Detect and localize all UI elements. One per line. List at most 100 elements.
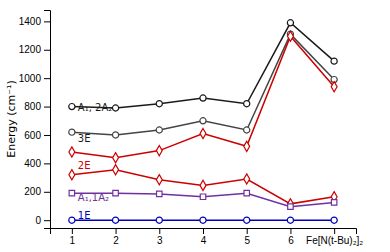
plot: 0 200 400 600 800 1000 1200 1400 1 2 3 4 5 6 Fe[N(t-Bu… (19, 11, 364, 247)
marker (287, 31, 293, 41)
marker (200, 128, 206, 138)
marker (156, 101, 162, 107)
marker (331, 58, 337, 64)
marker (112, 132, 118, 138)
y-axis-title: Energy (cm⁻¹) (5, 80, 18, 158)
marker (112, 105, 118, 111)
y-tick-label: 1200 (19, 44, 42, 55)
x-axis-line (51, 229, 357, 235)
y-tick: 200 (24, 186, 50, 197)
marker (331, 217, 337, 223)
x-tick-mark (247, 228, 248, 234)
marker (200, 118, 206, 124)
marker (244, 127, 250, 133)
x-axis: 1 2 3 4 5 6 Fe[N(t-Bu)₂]₂ (51, 228, 364, 246)
marker (113, 153, 119, 163)
y-tick-label: 0 (35, 215, 41, 226)
y-tick-mark (44, 21, 50, 22)
y-tick-label: 1000 (19, 73, 42, 84)
series-line (72, 23, 334, 108)
x-tick: 3 (157, 228, 163, 246)
y-tick: 400 (24, 158, 50, 169)
marker (287, 199, 293, 209)
marker (69, 190, 74, 195)
marker (69, 103, 75, 109)
series-line (72, 170, 334, 204)
y-tick-mark (44, 192, 50, 193)
x-tick: 2 (113, 228, 119, 246)
annotation: 2E (78, 160, 91, 171)
x-tick: 4 (201, 228, 207, 246)
marker (156, 146, 162, 156)
y-axis-line (44, 11, 51, 229)
annotation: 1E (78, 210, 91, 221)
x-tick-label: 3 (157, 235, 163, 246)
y-tick: 1400 (19, 16, 50, 27)
y-tick-mark (44, 78, 50, 79)
marker (331, 82, 337, 92)
x-tick: 1 (70, 228, 76, 246)
x-tick-mark (116, 228, 117, 234)
series-line (72, 193, 334, 206)
annotation: 3E (78, 133, 91, 144)
x-tick-label: 1 (70, 235, 76, 246)
y-tick-label: 200 (24, 186, 41, 197)
y-tick: 600 (24, 130, 50, 141)
marker (113, 190, 118, 195)
annotation: A₁,1A₂ (78, 192, 109, 203)
annotation: A₁, 2A₂ (78, 102, 112, 113)
annotations: A₁, 2A₂ 3E 2E A₁,1A₂ 1E (78, 102, 112, 221)
x-tick-mark (334, 228, 335, 234)
x-tick-label: 6 (288, 235, 294, 246)
y-tick: 1000 (19, 73, 50, 84)
marker (69, 129, 75, 135)
y-tick-label: 600 (24, 130, 41, 141)
marker (244, 141, 250, 151)
marker (69, 170, 75, 180)
marker (112, 217, 118, 223)
series-line (72, 36, 334, 157)
y-tick-mark (44, 220, 50, 221)
marker (69, 147, 75, 157)
marker (113, 165, 119, 175)
y-tick-mark (44, 163, 50, 164)
x-tick-label: 2 (113, 235, 119, 246)
marker (287, 217, 293, 223)
x-tick-mark (290, 228, 291, 234)
marker (156, 127, 162, 133)
marker (156, 175, 162, 185)
y-tick: 0 (35, 215, 50, 226)
series-group (69, 20, 337, 224)
marker (157, 191, 162, 196)
marker (244, 190, 249, 195)
marker (244, 101, 250, 107)
marker (200, 217, 206, 223)
y-tick-label: 400 (24, 158, 41, 169)
x-tick-label: 4 (201, 235, 207, 246)
marker (200, 194, 205, 199)
y-axis: 0 200 400 600 800 1000 1200 1400 (19, 11, 51, 229)
x-tick: Fe[N(t-Bu)₂]₂ (306, 228, 363, 246)
x-tick-mark (72, 228, 73, 234)
marker (244, 174, 250, 184)
marker (200, 180, 206, 190)
x-tick-label: 5 (244, 235, 250, 246)
y-tick-label: 800 (24, 101, 41, 112)
marker (287, 20, 293, 26)
y-tick-mark (44, 50, 50, 51)
y-tick-label: 1400 (19, 16, 42, 27)
marker (288, 204, 293, 209)
marker (331, 200, 336, 205)
y-tick-mark (44, 135, 50, 136)
marker (69, 217, 75, 223)
x-tick-mark (159, 228, 160, 234)
x-tick: 6 (288, 228, 294, 246)
marker (200, 95, 206, 101)
marker (244, 217, 250, 223)
x-tick: 5 (244, 228, 250, 246)
y-tick: 1200 (19, 44, 50, 55)
series-line (72, 34, 334, 135)
x-tick-label: Fe[N(t-Bu)₂]₂ (306, 235, 363, 246)
marker (156, 217, 162, 223)
x-tick-mark (203, 228, 204, 234)
